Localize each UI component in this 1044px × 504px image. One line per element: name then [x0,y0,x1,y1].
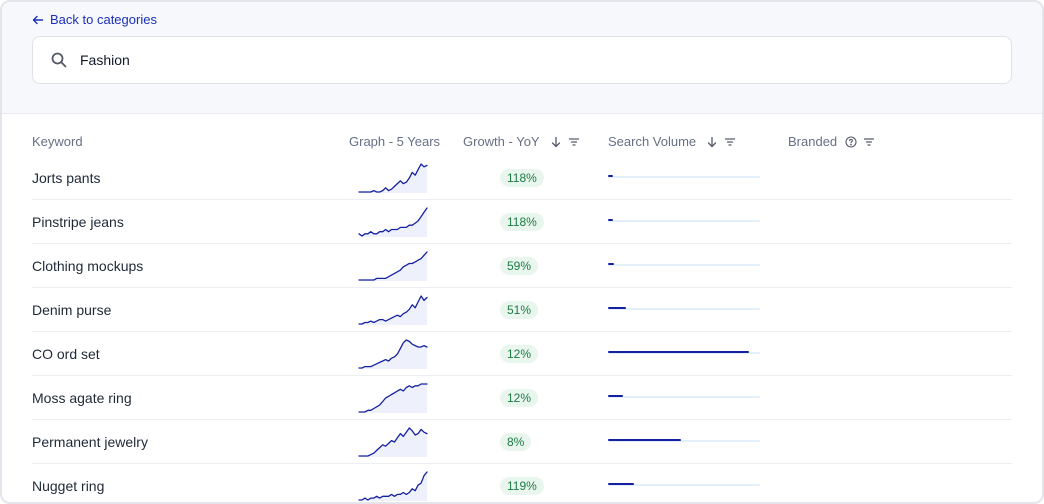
header-area: Back to categories [2,2,1042,114]
search-volume-fill [608,307,626,309]
trend-sparkline [358,207,428,237]
trend-sparkline [358,427,428,457]
sparkline-line [358,251,428,281]
search-volume-bar [608,439,760,442]
search-volume-fill [608,439,681,441]
keyword-label[interactable]: Pinstripe jeans [32,214,124,230]
keyword-label[interactable]: Denim purse [32,302,112,318]
filter-icon[interactable] [568,136,580,148]
growth-badge: 59% [500,257,539,275]
sparkline-area [359,472,427,501]
keyword-label[interactable]: Nugget ring [32,478,105,494]
growth-badge: 51% [500,301,539,319]
sparkline-line [358,207,428,237]
sparkline-line [358,295,428,325]
search-volume-bar [608,351,760,354]
column-header-volume-label: Search Volume [608,134,697,149]
trend-sparkline [358,163,428,193]
search-box[interactable] [32,36,1012,84]
column-header-growth[interactable]: Growth - YoY [463,134,580,149]
search-volume-bar [608,395,760,398]
table-row[interactable]: CO ord set 12% [32,332,1012,376]
keyword-label[interactable]: CO ord set [32,346,100,362]
keyword-label[interactable]: Moss agate ring [32,390,132,406]
search-volume-fill [608,351,749,353]
trend-sparkline [358,295,428,325]
sparkline-area [359,164,427,193]
sparkline-area [359,296,427,325]
growth-badge: 8% [500,433,532,451]
trend-sparkline [358,251,428,281]
table-row[interactable]: Denim purse 51% [32,288,1012,332]
sort-down-icon[interactable] [550,136,562,148]
sparkline-line [358,471,428,501]
sort-down-icon[interactable] [706,136,718,148]
growth-badge: 119% [500,477,544,495]
search-volume-fill [608,219,613,221]
keyword-label[interactable]: Jorts pants [32,170,101,186]
back-link-label: Back to categories [50,12,157,27]
sparkline-area [359,384,427,413]
keyword-label[interactable]: Clothing mockups [32,258,144,274]
table-row[interactable]: Clothing mockups 59% [32,244,1012,288]
arrow-left-icon [32,15,44,24]
trend-sparkline [358,383,428,413]
search-volume-bar [608,175,760,178]
filter-icon[interactable] [724,136,736,148]
trend-sparkline [358,339,428,369]
column-header-keyword[interactable]: Keyword [32,134,83,149]
column-header-graph-label: Graph - 5 Years [349,134,441,149]
search-volume-bar [608,483,760,486]
search-volume-fill [608,175,613,177]
table-row[interactable]: Moss agate ring 12% [32,376,1012,420]
sparkline-line [358,163,428,193]
growth-badge: 118% [500,213,544,231]
search-volume-bar [608,263,760,266]
growth-badge: 12% [500,389,539,407]
growth-badge: 118% [500,169,544,187]
column-header-branded[interactable]: Branded [788,134,875,149]
column-header-graph: Graph - 5 Years [349,134,440,149]
filter-icon[interactable] [863,136,875,148]
table-row[interactable]: Nugget ring 119% [32,464,1012,502]
trend-sparkline [358,471,428,501]
table-header: Keyword Graph - 5 Years Growth - YoY Sea… [2,130,1042,154]
column-header-volume[interactable]: Search Volume [608,134,736,149]
search-volume-bar [608,307,760,310]
keyword-table: Jorts pants 118% Pinstripe jeans 118% Cl… [32,156,1012,502]
back-link[interactable]: Back to categories [32,12,157,27]
help-circle-icon[interactable] [845,135,857,148]
growth-badge: 12% [500,345,539,363]
sparkline-line [358,339,428,369]
search-volume-fill [608,395,623,397]
table-row[interactable]: Pinstripe jeans 118% [32,200,1012,244]
search-volume-fill [608,263,614,265]
search-volume-fill [608,483,634,485]
sparkline-area [359,208,427,237]
keyword-label[interactable]: Permanent jewelry [32,434,148,450]
search-input[interactable] [80,52,980,68]
table-row[interactable]: Jorts pants 118% [32,156,1012,200]
search-icon [51,52,67,68]
table-row[interactable]: Permanent jewelry 8% [32,420,1012,464]
sparkline-line [358,427,428,457]
column-header-growth-label: Growth - YoY [463,134,540,149]
sparkline-line [358,383,428,413]
column-header-branded-label: Branded [788,134,838,149]
sparkline-area [359,428,427,457]
column-header-keyword-label: Keyword [32,134,83,149]
sparkline-area [359,252,427,281]
sparkline-area [359,340,427,369]
search-volume-bar [608,219,760,222]
